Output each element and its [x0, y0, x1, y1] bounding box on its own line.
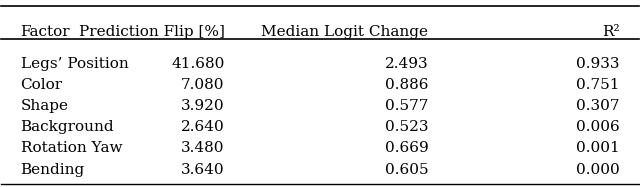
Text: Factor: Factor	[20, 25, 70, 39]
Text: 0.307: 0.307	[576, 99, 620, 113]
Text: 3.640: 3.640	[180, 163, 225, 177]
Text: Shape: Shape	[20, 99, 68, 113]
Text: Legs’ Position: Legs’ Position	[20, 57, 128, 71]
Text: 3.480: 3.480	[181, 141, 225, 155]
Text: R²: R²	[602, 25, 620, 39]
Text: 0.933: 0.933	[576, 57, 620, 71]
Text: 41.680: 41.680	[171, 57, 225, 71]
Text: 0.751: 0.751	[576, 78, 620, 92]
Text: 0.523: 0.523	[385, 120, 428, 134]
Text: 0.577: 0.577	[385, 99, 428, 113]
Text: Background: Background	[20, 120, 114, 134]
Text: 7.080: 7.080	[181, 78, 225, 92]
Text: 0.605: 0.605	[385, 163, 428, 177]
Text: 0.669: 0.669	[385, 141, 428, 155]
Text: 0.886: 0.886	[385, 78, 428, 92]
Text: 0.001: 0.001	[576, 141, 620, 155]
Text: 0.006: 0.006	[576, 120, 620, 134]
Text: 3.920: 3.920	[180, 99, 225, 113]
Text: Rotation Yaw: Rotation Yaw	[20, 141, 122, 155]
Text: 2.640: 2.640	[180, 120, 225, 134]
Text: 2.493: 2.493	[385, 57, 428, 71]
Text: Prediction Flip [%]: Prediction Flip [%]	[79, 25, 225, 39]
Text: 0.000: 0.000	[576, 163, 620, 177]
Text: Median Logit Change: Median Logit Change	[261, 25, 428, 39]
Text: Bending: Bending	[20, 163, 84, 177]
Text: Color: Color	[20, 78, 63, 92]
